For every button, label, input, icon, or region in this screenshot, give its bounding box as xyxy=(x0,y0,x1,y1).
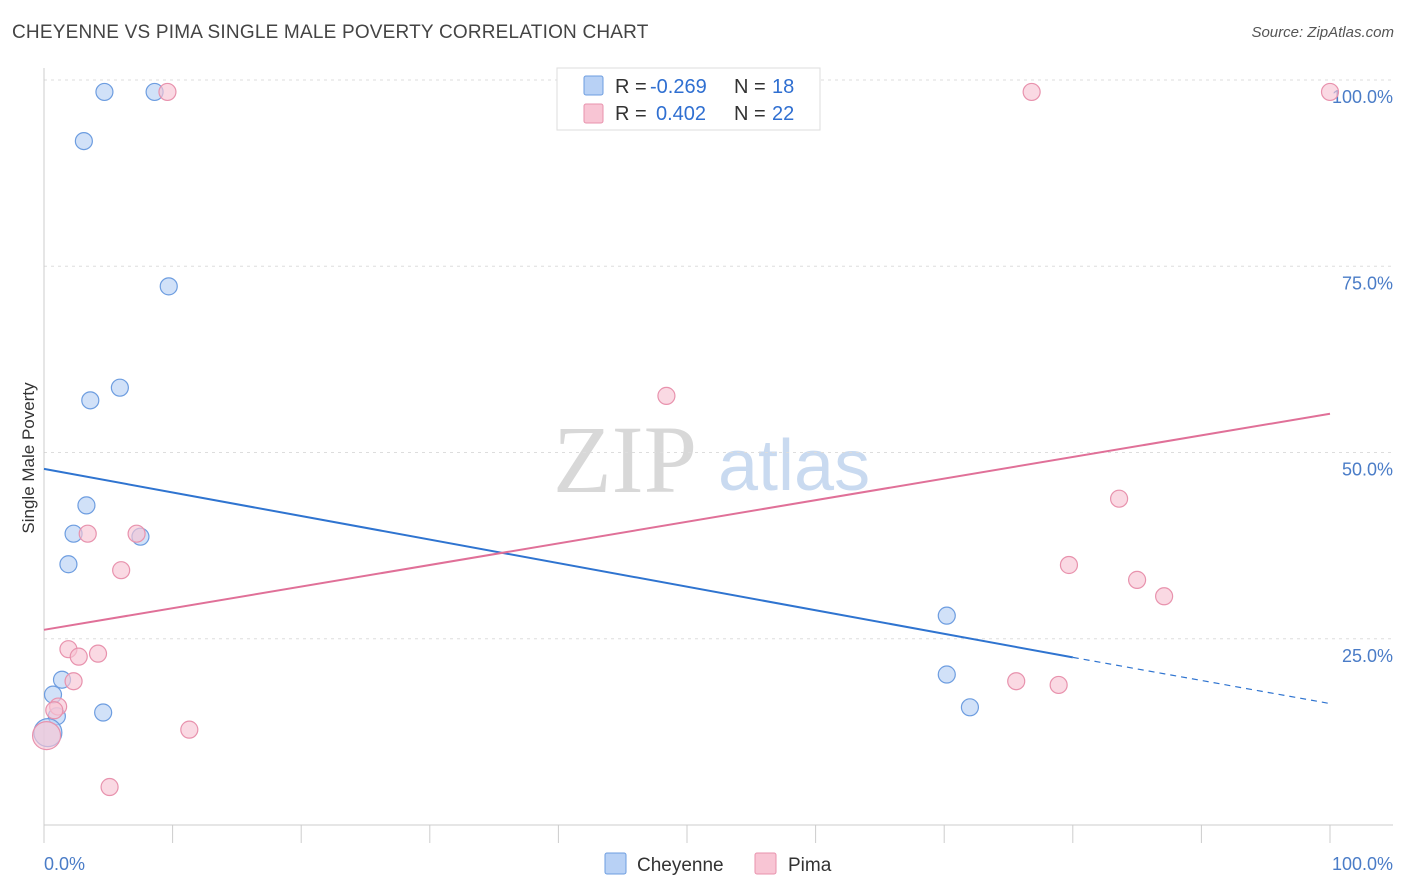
y-tick-label-25: 25.0% xyxy=(1342,646,1393,666)
watermark-zip: ZIP xyxy=(553,406,697,513)
bottom-legend-pima: Pima xyxy=(788,855,832,876)
point-pima-19 xyxy=(180,720,199,739)
trend-line-cheyenne xyxy=(43,467,1073,659)
point-cheyenne-5 xyxy=(81,391,100,410)
trend-lines xyxy=(43,412,1331,705)
x-tick-label-right: 100.0% xyxy=(1332,854,1393,874)
point-pima-6 xyxy=(127,524,146,543)
watermark-atlas: atlas xyxy=(718,426,870,506)
point-pima-16 xyxy=(1049,675,1068,695)
point-cheyenne-4 xyxy=(110,378,129,397)
point-cheyenne-17 xyxy=(960,698,980,717)
point-pima-14 xyxy=(64,672,83,691)
point-pima-4 xyxy=(1109,489,1129,508)
point-pima-13 xyxy=(69,647,88,666)
point-cheyenne-0 xyxy=(95,82,114,102)
chart-title: CHEYENNE VS PIMA SINGLE MALE POVERTY COR… xyxy=(12,22,649,43)
legend-cheyenne-r-label: R = xyxy=(615,76,647,98)
legend-swatch-cheyenne xyxy=(583,75,604,96)
legend-cheyenne-r-value: -0.269 xyxy=(650,76,707,98)
point-pima-20 xyxy=(100,777,119,797)
point-pima-18 xyxy=(45,701,64,720)
point-pima-15 xyxy=(1007,672,1026,691)
y-axis-title: Single Male Poverty xyxy=(19,382,38,534)
point-pima-10 xyxy=(1155,587,1174,606)
point-pima-5 xyxy=(78,524,97,543)
legend-pima-r-label: R = xyxy=(615,103,647,125)
legend-pima-n-label: N = xyxy=(734,103,766,125)
point-pima-1 xyxy=(1022,82,1041,102)
x-tick-label-left: 0.0% xyxy=(44,854,85,874)
point-pima-9 xyxy=(1127,570,1147,589)
point-cheyenne-15 xyxy=(937,665,956,684)
point-cheyenne-6 xyxy=(77,496,96,515)
point-pima-8 xyxy=(1059,555,1079,575)
trend-line-cheyenne-extrapolated xyxy=(1072,656,1331,705)
legend-swatch-pima xyxy=(583,103,604,124)
point-pima-3 xyxy=(657,386,676,405)
correlation-legend: R = -0.269 N = 18 R = 0.402 N = 22 xyxy=(556,67,821,131)
y-tick-labels: 25.0% 50.0% 75.0% 100.0% xyxy=(1332,87,1393,666)
source-label: Source: ZipAtlas.com xyxy=(1251,24,1394,41)
legend-cheyenne-n-value: 18 xyxy=(772,76,794,98)
point-pima-7 xyxy=(112,561,131,580)
gridlines xyxy=(44,79,1393,640)
point-cheyenne-16 xyxy=(937,606,956,625)
point-cheyenne-3 xyxy=(159,277,178,296)
trend-line-pima xyxy=(43,412,1331,631)
axes xyxy=(43,68,1393,843)
series-legend: Cheyenne Pima xyxy=(604,852,832,876)
y-tick-label-50: 50.0% xyxy=(1342,460,1393,480)
point-cheyenne-9 xyxy=(59,555,78,574)
y-tick-label-100: 100.0% xyxy=(1332,87,1393,107)
point-cheyenne-2 xyxy=(74,131,93,151)
legend-cheyenne-n-label: N = xyxy=(734,76,766,98)
bottom-legend-cheyenne: Cheyenne xyxy=(637,855,724,876)
data-points xyxy=(31,82,1340,797)
y-tick-label-75: 75.0% xyxy=(1342,273,1393,293)
point-pima-12 xyxy=(88,644,108,663)
bottom-legend-swatch-pima xyxy=(754,852,777,875)
point-cheyenne-13 xyxy=(94,703,113,722)
point-pima-21 xyxy=(31,720,62,751)
legend-pima-n-value: 22 xyxy=(772,103,794,125)
point-pima-0 xyxy=(158,82,177,102)
legend-pima-r-value: 0.402 xyxy=(656,103,706,125)
bottom-legend-swatch-cheyenne xyxy=(604,852,627,875)
point-pima-2 xyxy=(1320,82,1340,102)
